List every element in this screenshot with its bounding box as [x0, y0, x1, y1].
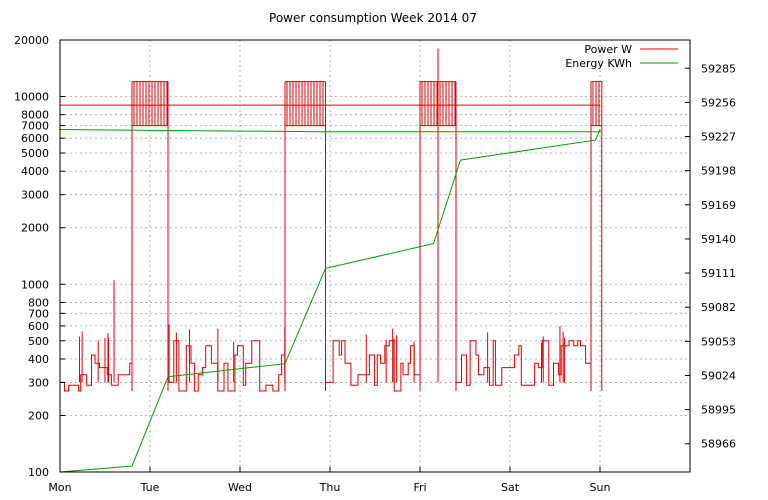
x-tick-label: Sat	[501, 481, 520, 494]
y-left-tick-label: 1000	[21, 278, 49, 291]
plot-frame	[59, 39, 691, 473]
y-left-tick-label: 4000	[21, 165, 49, 178]
y-right-tick-label: 59111	[701, 267, 736, 280]
y-right-tick-label: 59256	[701, 96, 736, 109]
y-left-tick-label: 400	[28, 353, 49, 366]
y-right-tick-label: 59024	[701, 369, 736, 382]
y-left-tick-label: 7000	[21, 120, 49, 133]
y-right-tick-label: 59227	[701, 131, 736, 144]
chart-title: Power consumption Week 2014 07	[269, 11, 477, 25]
x-tick-label: Sun	[590, 481, 611, 494]
y-left-tick-label: 700	[28, 307, 49, 320]
y-right-tick-label: 58966	[701, 438, 736, 451]
x-tick-label: Fri	[413, 481, 426, 494]
y-right-tick-label: 59053	[701, 335, 736, 348]
energy-line	[59, 129, 601, 473]
y-right-tick-label: 59198	[701, 165, 736, 178]
y-left-tick-label: 10000	[14, 91, 49, 104]
y-left-tick-label: 800	[28, 296, 49, 309]
legend: Power W Energy KWh	[565, 43, 678, 70]
y-right-tick-label: 59169	[701, 199, 736, 212]
y-left-tick-label: 5000	[21, 147, 49, 160]
power-standby-line	[60, 340, 133, 392]
power-standby-line	[325, 340, 421, 392]
y-right-tick-label: 59140	[701, 233, 736, 246]
y-left-tick-label: 600	[28, 320, 49, 333]
y-left-tick-label: 6000	[21, 132, 49, 145]
y-right-tick-label: 59082	[701, 301, 736, 314]
power-standby-line	[168, 340, 286, 392]
x-tick-label: Wed	[228, 481, 252, 494]
legend-label-power: Power W	[584, 43, 632, 56]
legend-label-energy: Energy KWh	[565, 57, 632, 70]
series-layer	[59, 48, 603, 473]
y-right-tick-label: 58995	[701, 404, 736, 417]
y-left-tick-label: 3000	[21, 189, 49, 202]
power-standby-line	[456, 340, 592, 386]
y-right-tick-label: 59285	[701, 62, 736, 75]
y-left-tick-label: 300	[28, 376, 49, 389]
x-tick-label: Thu	[319, 481, 341, 494]
y-left-tick-label: 2000	[21, 222, 49, 235]
y-left-tick-label: 200	[28, 409, 49, 422]
y-left-tick-label: 20000	[14, 34, 49, 47]
y-left-tick-label: 100	[28, 466, 49, 479]
y-left-tick-label: 500	[28, 335, 49, 348]
x-tick-label: Mon	[48, 481, 71, 494]
x-tick-label: Tue	[140, 481, 160, 494]
y-left-tick-label: 8000	[21, 109, 49, 122]
